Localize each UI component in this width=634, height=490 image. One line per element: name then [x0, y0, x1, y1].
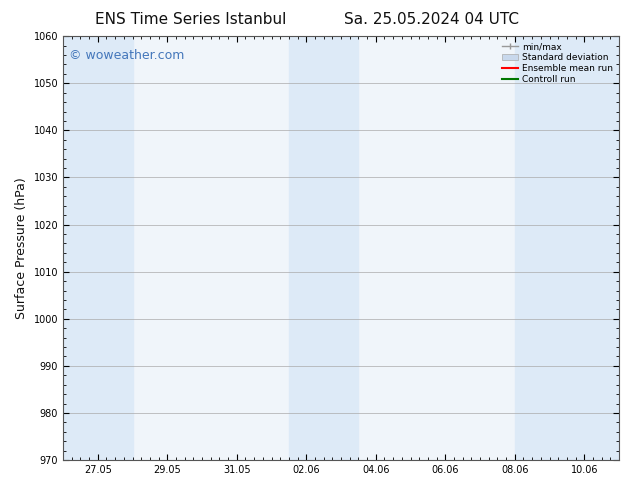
Text: ENS Time Series Istanbul: ENS Time Series Istanbul [94, 12, 286, 27]
Bar [289, 36, 323, 460]
Legend: min/max, Standard deviation, Ensemble mean run, Controll run: min/max, Standard deviation, Ensemble me… [500, 41, 614, 86]
Text: Sa. 25.05.2024 04 UTC: Sa. 25.05.2024 04 UTC [344, 12, 519, 27]
Text: © woweather.com: © woweather.com [68, 49, 184, 62]
Y-axis label: Surface Pressure (hPa): Surface Pressure (hPa) [15, 177, 28, 319]
Bar [515, 36, 550, 460]
Bar [63, 36, 81, 460]
Bar [550, 36, 619, 460]
Bar [323, 36, 358, 460]
Bar [81, 36, 133, 460]
